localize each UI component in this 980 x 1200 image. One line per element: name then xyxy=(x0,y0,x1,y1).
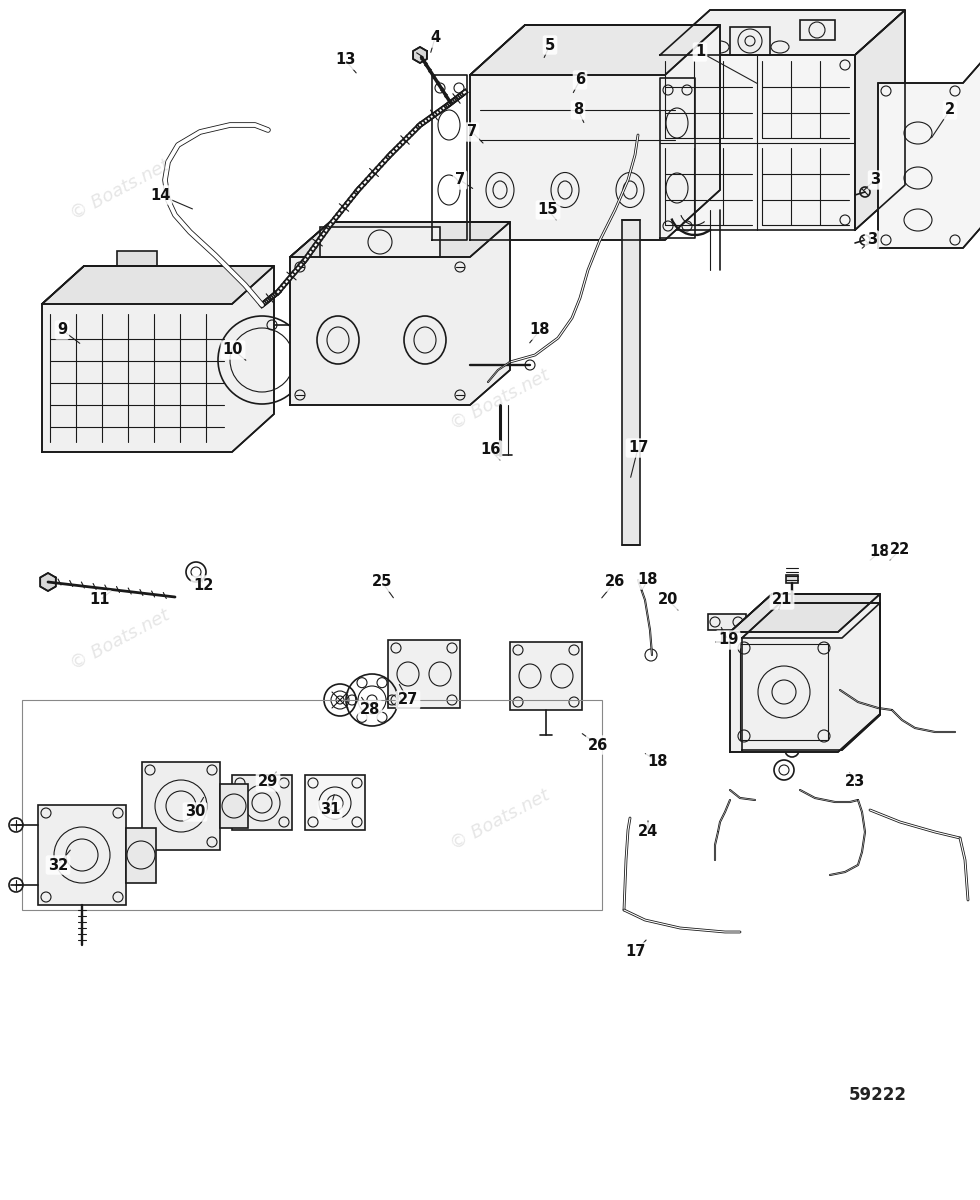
Bar xyxy=(558,78,588,102)
Text: 17: 17 xyxy=(625,944,645,960)
Bar xyxy=(562,86,571,98)
Text: 23: 23 xyxy=(845,774,865,790)
Bar xyxy=(117,251,157,266)
Text: 26: 26 xyxy=(605,575,625,589)
Polygon shape xyxy=(414,47,427,62)
Text: 14: 14 xyxy=(150,187,171,203)
Polygon shape xyxy=(42,266,274,304)
Text: 16: 16 xyxy=(480,443,500,457)
Polygon shape xyxy=(42,266,274,452)
Polygon shape xyxy=(290,222,510,404)
Text: 8: 8 xyxy=(573,102,583,118)
Text: 20: 20 xyxy=(658,593,678,607)
Polygon shape xyxy=(878,43,980,248)
Polygon shape xyxy=(470,25,720,240)
Bar xyxy=(305,775,365,830)
Bar xyxy=(740,644,828,740)
Polygon shape xyxy=(40,572,56,590)
Text: 3: 3 xyxy=(867,233,877,247)
Bar xyxy=(38,805,126,905)
Text: 18: 18 xyxy=(530,323,550,337)
Text: 22: 22 xyxy=(890,542,910,558)
Text: 59222: 59222 xyxy=(849,1086,907,1104)
Polygon shape xyxy=(660,10,905,55)
Bar xyxy=(800,20,835,40)
Bar xyxy=(575,86,584,98)
Text: 7: 7 xyxy=(466,125,477,139)
Text: 29: 29 xyxy=(258,774,278,790)
Text: 27: 27 xyxy=(398,692,418,708)
Text: © Boats.net: © Boats.net xyxy=(68,606,172,673)
Bar xyxy=(730,26,770,55)
Bar xyxy=(320,227,440,257)
Text: 32: 32 xyxy=(48,858,69,872)
Polygon shape xyxy=(742,602,880,638)
Polygon shape xyxy=(730,594,880,632)
Text: 5: 5 xyxy=(545,37,555,53)
Text: 1: 1 xyxy=(695,44,706,60)
Bar xyxy=(752,652,832,742)
Text: 6: 6 xyxy=(575,72,585,88)
Text: 2: 2 xyxy=(945,102,955,118)
Bar xyxy=(510,642,582,710)
Text: 26: 26 xyxy=(588,738,609,752)
Text: © Boats.net: © Boats.net xyxy=(447,786,553,853)
Text: 12: 12 xyxy=(193,577,214,593)
Bar xyxy=(786,575,798,583)
Text: 11: 11 xyxy=(90,593,111,607)
Text: © Boats.net: © Boats.net xyxy=(68,156,172,223)
Bar xyxy=(126,828,156,883)
Bar xyxy=(142,762,220,850)
Text: 4: 4 xyxy=(430,30,440,46)
Text: 17: 17 xyxy=(628,440,648,456)
Text: 18: 18 xyxy=(870,545,890,559)
Text: 3: 3 xyxy=(870,173,880,187)
Bar xyxy=(220,784,248,828)
Bar xyxy=(660,55,855,230)
Text: 19: 19 xyxy=(717,632,738,648)
Text: 31: 31 xyxy=(319,803,340,817)
Text: 10: 10 xyxy=(222,342,243,358)
Bar xyxy=(708,614,746,630)
Bar xyxy=(232,775,292,830)
Polygon shape xyxy=(742,602,880,750)
Text: 18: 18 xyxy=(648,755,668,769)
Text: 13: 13 xyxy=(335,53,355,67)
Polygon shape xyxy=(855,10,905,230)
Text: 15: 15 xyxy=(538,203,559,217)
Bar xyxy=(388,640,460,708)
Text: 28: 28 xyxy=(360,702,380,718)
Text: 7: 7 xyxy=(455,173,466,187)
Text: 25: 25 xyxy=(371,575,392,589)
Text: 21: 21 xyxy=(772,593,792,607)
Text: 18: 18 xyxy=(638,572,659,588)
Text: © Boats.net: © Boats.net xyxy=(447,366,553,433)
Bar xyxy=(22,700,602,910)
Text: 24: 24 xyxy=(638,824,659,840)
Bar xyxy=(622,220,640,545)
Text: 9: 9 xyxy=(57,323,67,337)
Polygon shape xyxy=(290,222,510,257)
Polygon shape xyxy=(730,594,880,752)
Polygon shape xyxy=(470,25,720,74)
Text: 30: 30 xyxy=(185,804,205,820)
